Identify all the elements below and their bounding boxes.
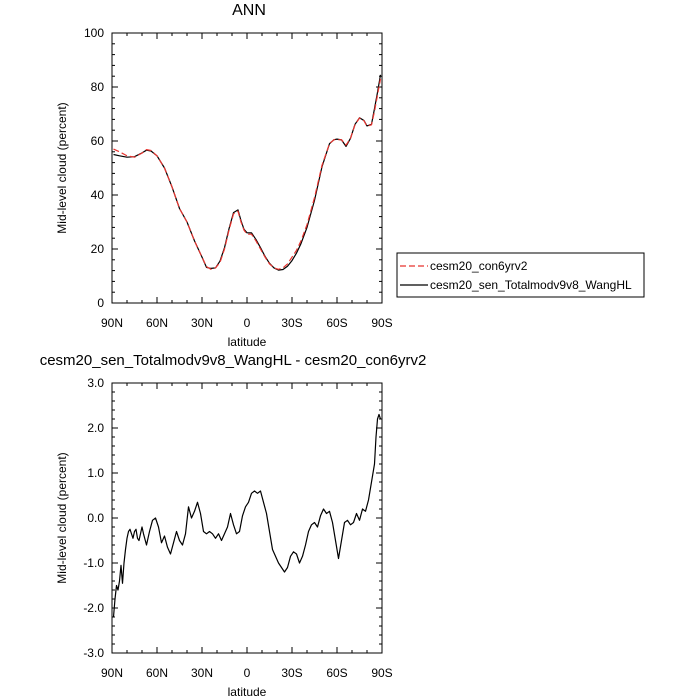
y-tick-label: 20 (91, 242, 105, 256)
y-tick-label: 0.0 (87, 511, 104, 525)
plot-frame (111, 382, 383, 654)
x-tick-label: 60S (326, 316, 347, 330)
y-tick-label: 0 (97, 296, 104, 310)
y-tick-label: -3.0 (83, 646, 104, 660)
y-tick-label: 40 (91, 188, 105, 202)
x-tick-label: 90S (371, 316, 392, 330)
x-tick-label: 60N (146, 316, 168, 330)
x-tick-label: 60N (146, 666, 168, 680)
x-tick-label: 90N (101, 666, 123, 680)
chart-title: cesm20_sen_Totalmodv9v8_WangHL - cesm20_… (40, 352, 427, 369)
x-tick-label: 0 (244, 666, 251, 680)
panel-annual-mid-level-cloud: 90N 60N 30N 0 30S 60S 90S 0 20 40 60 80 100 ANN latitu… (55, 2, 393, 349)
y-tick-label: 80 (91, 80, 105, 94)
y-tick-label: 100 (84, 26, 104, 40)
y-axis-label: Mid-level cloud (percent) (55, 452, 69, 583)
legend-entry-label: cesm20_sen_Totalmodv9v8_WangHL (430, 278, 632, 292)
x-axis-label: latitude (228, 335, 267, 349)
series-line-1 (112, 413, 382, 618)
series-line-2 (113, 74, 382, 271)
x-tick-label: 60S (326, 666, 347, 680)
panel-difference: 90N 60N 30N 0 30S 60S 90S -3.0 -2.0 -1.0 0.0 1.0 2.0… (40, 352, 427, 699)
legend-box (396, 252, 645, 298)
chart-title: ANN (232, 2, 266, 19)
x-tick-label: 30N (191, 316, 213, 330)
y-tick-label: 2.0 (87, 421, 104, 435)
y-axis-label: Mid-level cloud (percent) (55, 102, 69, 233)
x-tick-label: 90N (101, 316, 123, 330)
x-tick-label: 90S (371, 666, 392, 680)
y-tick-label: 60 (91, 134, 105, 148)
legend-entry-label: cesm20_con6yrv2 (430, 259, 528, 273)
plot-frame (111, 32, 383, 304)
y-tick-label: 1.0 (87, 466, 104, 480)
x-tick-label: 30N (191, 666, 213, 680)
y-tick-label: 3.0 (87, 376, 104, 390)
x-tick-label: 0 (244, 316, 251, 330)
y-tick-label: -2.0 (83, 601, 104, 615)
series-line-1 (113, 78, 382, 270)
x-axis-label: latitude (228, 685, 267, 699)
legend: cesm20_con6yrv2 cesm20_sen_Totalmodv9v8_W… (396, 252, 645, 298)
x-tick-label: 30S (281, 316, 302, 330)
x-tick-label: 30S (281, 666, 302, 680)
y-tick-label: -1.0 (83, 556, 104, 570)
